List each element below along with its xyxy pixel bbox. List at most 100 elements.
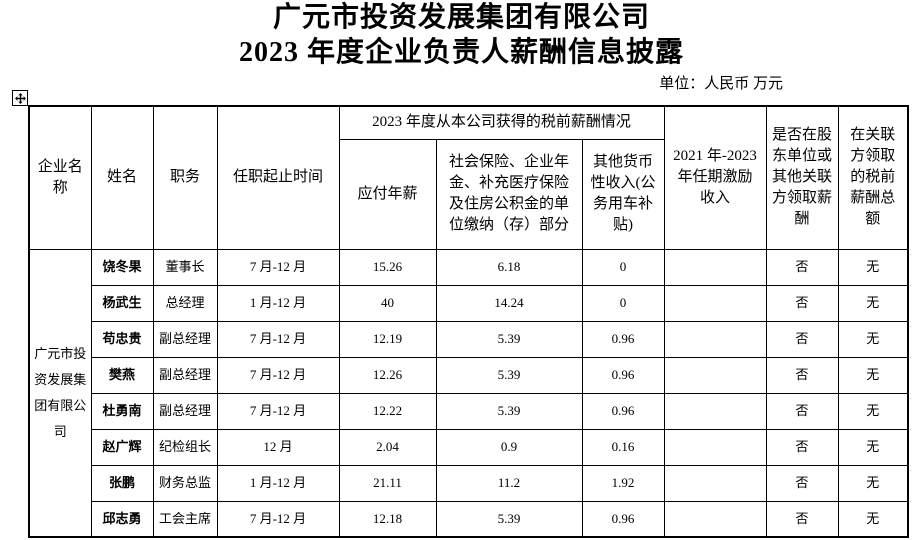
cell-shareholder-pay: 否 (765, 500, 839, 538)
header-term: 任职起止时间 (216, 105, 340, 250)
cell-position: 总经理 (152, 284, 218, 322)
cell-company-name: 广元市投资发展集团有限公司 (28, 248, 92, 538)
cell-salary: 21.11 (338, 464, 437, 502)
cell-other-income: 0 (581, 248, 665, 286)
header-incentive: 2021 年-2023 年任期激励收入 (663, 105, 767, 250)
header-position: 职务 (152, 105, 218, 250)
compensation-table: 企业名称 姓名 职务 任职起止时间 2023 年度从本公司获得的税前薪酬情况 2… (28, 105, 910, 538)
cell-incentive (663, 500, 767, 538)
header-related-total: 在关联方领取的税前薪酬总额 (837, 105, 909, 250)
table-row: 赵广辉 纪检组长 12 月 2.04 0.9 0.16 否 无 (29, 428, 909, 466)
cell-position: 副总经理 (152, 392, 218, 430)
cell-name: 饶冬果 (90, 248, 154, 286)
cell-incentive (663, 248, 767, 286)
cell-incentive (663, 464, 767, 502)
table-row: 张鹏 财务总监 1 月-12 月 21.11 11.2 1.92 否 无 (29, 464, 909, 502)
cell-insurance: 5.39 (435, 356, 583, 394)
table-move-handle-icon[interactable] (12, 90, 28, 106)
cell-position: 副总经理 (152, 320, 218, 358)
cell-other-income: 0.96 (581, 392, 665, 430)
cell-shareholder-pay: 否 (765, 284, 839, 322)
cell-shareholder-pay: 否 (765, 356, 839, 394)
cell-other-income: 0.96 (581, 356, 665, 394)
cell-incentive (663, 392, 767, 430)
table-row: 邱志勇 工会主席 7 月-12 月 12.18 5.39 0.96 否 无 (29, 500, 909, 538)
cell-incentive (663, 320, 767, 358)
document-title-line2: 2023 年度企业负责人薪酬信息披露 (238, 37, 684, 68)
cell-term: 7 月-12 月 (216, 320, 340, 358)
cell-salary: 2.04 (338, 428, 437, 466)
cell-term: 7 月-12 月 (216, 392, 340, 430)
cell-position: 财务总监 (152, 464, 218, 502)
cell-related-total: 无 (837, 392, 909, 430)
cell-position: 董事长 (152, 248, 218, 286)
cell-incentive (663, 428, 767, 466)
cell-salary: 12.26 (338, 356, 437, 394)
cell-other-income: 0.16 (581, 428, 665, 466)
cell-related-total: 无 (837, 428, 909, 466)
cell-shareholder-pay: 否 (765, 320, 839, 358)
cell-salary: 40 (338, 284, 437, 322)
cell-related-total: 无 (837, 320, 909, 358)
cell-other-income: 1.92 (581, 464, 665, 502)
cell-incentive (663, 356, 767, 394)
cell-term: 1 月-12 月 (216, 284, 340, 322)
cell-name: 赵广辉 (90, 428, 154, 466)
header-comp-group: 2023 年度从本公司获得的税前薪酬情况 (338, 105, 665, 140)
cell-related-total: 无 (837, 284, 909, 322)
cell-name: 杜勇南 (90, 392, 154, 430)
header-name: 姓名 (90, 105, 154, 250)
cell-other-income: 0 (581, 284, 665, 322)
cell-term: 7 月-12 月 (216, 248, 340, 286)
cell-term: 1 月-12 月 (216, 464, 340, 502)
cell-position: 副总经理 (152, 356, 218, 394)
header-insurance: 社会保险、企业年金、补充医疗保险及住房公积金的单位缴纳（存）部分 (435, 138, 583, 250)
unit-label: 单位：人民币 万元 (659, 76, 783, 92)
cell-salary: 12.18 (338, 500, 437, 538)
cell-name: 张鹏 (90, 464, 154, 502)
cell-insurance: 5.39 (435, 500, 583, 538)
cell-term: 7 月-12 月 (216, 500, 340, 538)
cell-shareholder-pay: 否 (765, 464, 839, 502)
cell-name: 杨武生 (90, 284, 154, 322)
cell-related-total: 无 (837, 500, 909, 538)
cell-shareholder-pay: 否 (765, 248, 839, 286)
header-company: 企业名称 (28, 105, 92, 250)
table-row: 广元市投资发展集团有限公司 饶冬果 董事长 7 月-12 月 15.26 6.1… (28, 248, 909, 538)
header-salary: 应付年薪 (338, 138, 437, 250)
table-row: 樊燕 副总经理 7 月-12 月 12.26 5.39 0.96 否 无 (29, 356, 909, 394)
document-title-line1: 广元市投资发展集团有限公司 (272, 2, 650, 33)
cell-position: 纪检组长 (152, 428, 218, 466)
cell-incentive (663, 284, 767, 322)
cell-shareholder-pay: 否 (765, 428, 839, 466)
cell-insurance: 6.18 (435, 248, 583, 286)
cell-shareholder-pay: 否 (765, 392, 839, 430)
cell-insurance: 11.2 (435, 464, 583, 502)
table-row: 杨武生 总经理 1 月-12 月 40 14.24 0 否 无 (29, 284, 909, 322)
cell-salary: 12.22 (338, 392, 437, 430)
cell-other-income: 0.96 (581, 500, 665, 538)
header-other-income: 其他货币性收入(公务用车补贴) (581, 138, 665, 250)
cell-insurance: 0.9 (435, 428, 583, 466)
four-direction-arrow-icon (14, 92, 26, 104)
header-shareholder-pay: 是否在股东单位或其他关联方领取薪酬 (765, 105, 839, 250)
cell-position: 工会主席 (152, 500, 218, 538)
cell-related-total: 无 (837, 356, 909, 394)
cell-insurance: 5.39 (435, 320, 583, 358)
header-row-group: 企业名称 姓名 职务 任职起止时间 2023 年度从本公司获得的税前薪酬情况 2… (28, 105, 909, 250)
cell-term: 12 月 (216, 428, 340, 466)
cell-salary: 15.26 (338, 248, 437, 286)
cell-name: 苟忠贵 (90, 320, 154, 358)
cell-other-income: 0.96 (581, 320, 665, 358)
cell-insurance: 5.39 (435, 392, 583, 430)
table-row: 杜勇南 副总经理 7 月-12 月 12.22 5.39 0.96 否 无 (29, 392, 909, 430)
cell-salary: 12.19 (338, 320, 437, 358)
cell-insurance: 14.24 (435, 284, 583, 322)
cell-related-total: 无 (837, 464, 909, 502)
cell-name: 邱志勇 (90, 500, 154, 538)
cell-name: 樊燕 (90, 356, 154, 394)
cell-related-total: 无 (837, 248, 909, 286)
table-row: 苟忠贵 副总经理 7 月-12 月 12.19 5.39 0.96 否 无 (29, 320, 909, 358)
header-row-sub: 应付年薪 社会保险、企业年金、补充医疗保险及住房公积金的单位缴纳（存）部分 其他… (29, 138, 908, 250)
